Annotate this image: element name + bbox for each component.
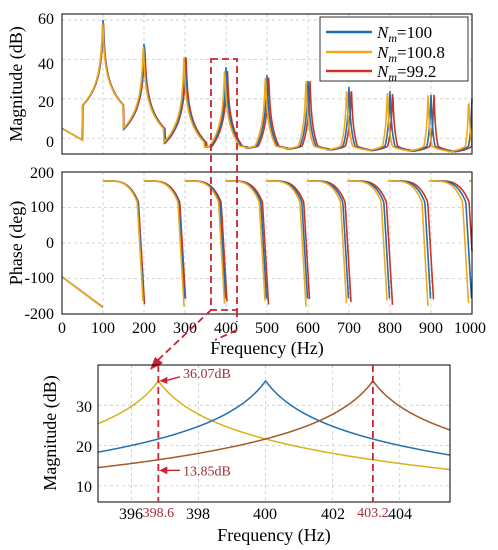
legend-subscript: m <box>388 51 397 65</box>
legend-subscript: m <box>388 31 397 45</box>
zoom-region-box <box>210 58 238 311</box>
x-tick-label: 500 <box>255 320 279 337</box>
series-line <box>98 379 451 469</box>
legend-subscript: m <box>388 70 397 84</box>
marker-label-left: 398.6 <box>143 506 175 521</box>
y-tick-label: 0 <box>46 134 54 151</box>
legend-entry: Nm=100.8 <box>326 43 445 65</box>
y-tick-label: 60 <box>38 11 54 28</box>
legend-symbol: N <box>376 62 390 81</box>
svg-text:Nm=100.8: Nm=100.8 <box>376 43 445 65</box>
phase-panel: 200 100 0 -100 -200 0 100 200 300 400 50… <box>6 165 486 359</box>
x-tick-label: 404 <box>388 506 412 523</box>
cross-annotation: 13.85dB <box>183 464 231 479</box>
phase-y-label: Phase (deg) <box>6 201 27 285</box>
magnitude-y-ticks: 60 40 20 0 <box>38 11 54 151</box>
x-tick-label: 900 <box>419 320 443 337</box>
x-tick-label: 1000 <box>454 320 486 337</box>
y-tick-label: 100 <box>30 199 54 216</box>
zoom-x-label: Frequency (Hz) <box>217 525 330 546</box>
svg-text:Nm=99.2: Nm=99.2 <box>376 62 436 84</box>
zoom-grid <box>98 365 450 502</box>
magnitude-y-label: Magnitude (dB) <box>6 26 27 141</box>
magnitude-series <box>61 19 473 153</box>
peak-annotation: 36.07dB <box>183 367 231 382</box>
x-tick-label: 400 <box>253 506 277 523</box>
y-tick-label: 20 <box>76 439 92 456</box>
y-tick-label: 40 <box>38 56 54 73</box>
legend-entry: Nm=100 <box>326 23 432 45</box>
series-line <box>97 380 450 471</box>
y-tick-label: -100 <box>25 270 54 287</box>
zoom-series <box>97 379 451 471</box>
magnitude-frame <box>61 13 473 155</box>
legend-value: =100 <box>397 23 432 42</box>
peak-arrowhead <box>159 376 168 384</box>
marker-label-right: 403.2 <box>357 506 389 521</box>
phase-frame <box>61 171 473 315</box>
y-tick-label: 10 <box>76 479 92 496</box>
y-tick-label: 0 <box>46 235 54 252</box>
x-tick-label: 800 <box>378 320 402 337</box>
series-line <box>97 379 450 456</box>
legend: Nm=100 Nm=100.8 Nm=99.2 <box>319 16 469 84</box>
phase-x-label: Frequency (Hz) <box>210 338 323 359</box>
phase-x-ticks: 0 100 200 300 400 500 600 700 800 900 10… <box>58 320 486 337</box>
phase-y-ticks: 200 100 0 -100 -200 <box>25 165 54 323</box>
zoom-panel: 36.07dB 13.85dB 398.6 403.2 10 20 30 396… <box>40 364 451 546</box>
series-line <box>61 180 473 308</box>
x-tick-label: 200 <box>132 320 156 337</box>
x-tick-label: 0 <box>58 320 66 337</box>
peak-arrow <box>165 376 181 382</box>
series-line <box>61 180 472 308</box>
zoom-arrowhead <box>150 357 163 370</box>
zoom-y-ticks: 10 20 30 <box>76 399 92 496</box>
magnitude-panel: 60 40 20 0 Magnitude (dB) Nm=100 Nm=100.… <box>6 11 473 155</box>
x-tick-label: 396 <box>119 506 143 523</box>
legend-value: =99.2 <box>397 62 436 81</box>
legend-value: =100.8 <box>397 43 445 62</box>
legend-symbol: N <box>376 43 390 62</box>
series-line <box>61 23 473 153</box>
zoom-connector-line <box>157 309 212 361</box>
y-tick-label: 30 <box>76 399 92 416</box>
zoom-connector <box>150 309 238 370</box>
legend-symbol: N <box>376 23 390 42</box>
legend-entry: Nm=99.2 <box>326 62 436 84</box>
x-tick-label: 300 <box>173 320 197 337</box>
x-tick-label: 700 <box>337 320 361 337</box>
zoom-connector-line <box>214 329 238 341</box>
legend-box <box>319 16 469 82</box>
x-tick-label: 398 <box>186 506 210 523</box>
y-tick-label: 20 <box>38 94 54 111</box>
x-tick-label: 402 <box>321 506 345 523</box>
svg-text:Nm=100: Nm=100 <box>376 23 432 45</box>
zoom-frame <box>97 364 451 503</box>
zoom-annotations: 36.07dB 13.85dB 398.6 403.2 <box>143 365 389 521</box>
zoom-y-label: Magnitude (dB) <box>40 375 61 490</box>
y-tick-label: -200 <box>25 306 54 323</box>
phase-series <box>61 180 473 308</box>
cross-arrowhead <box>159 466 168 475</box>
x-tick-label: 100 <box>91 320 115 337</box>
zoom-x-ticks: 396 398 400 402 404 <box>119 506 412 523</box>
y-tick-label: 200 <box>30 165 54 182</box>
x-tick-label: 600 <box>296 320 320 337</box>
